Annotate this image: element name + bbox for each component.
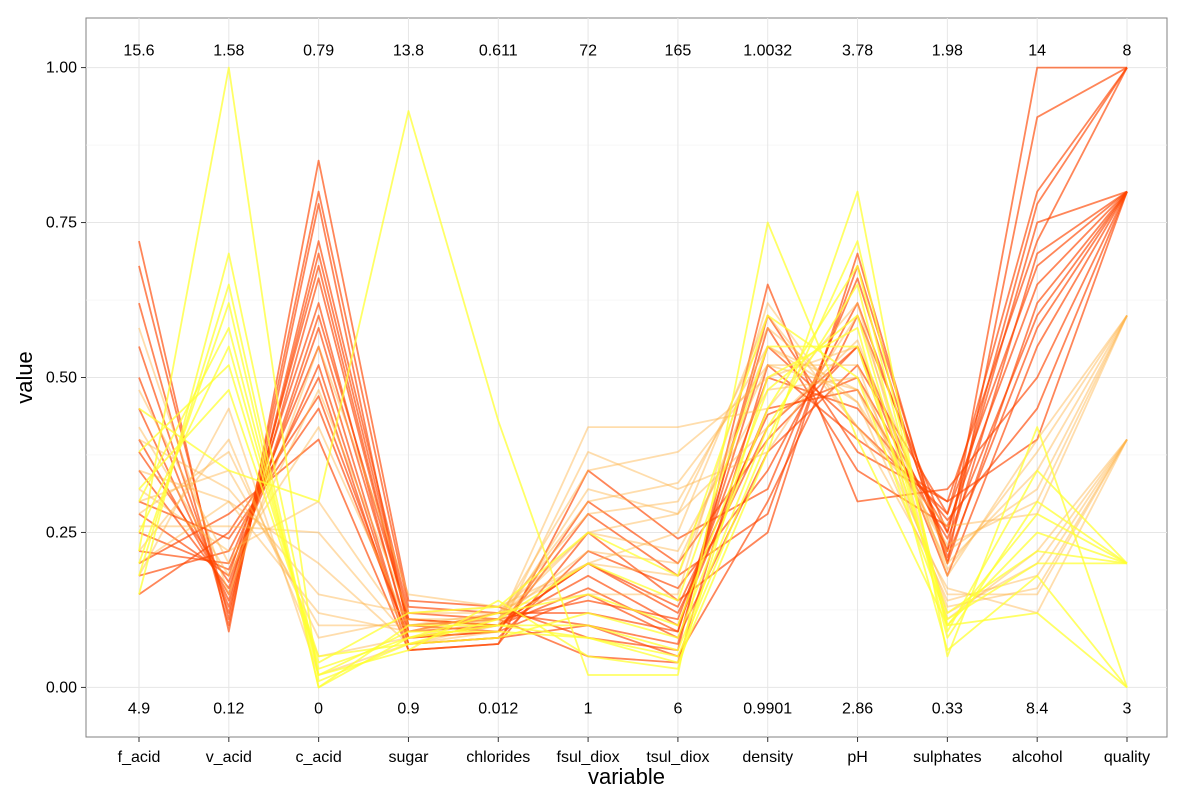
min-value-label: 0.012: [478, 700, 518, 717]
y-tick-label: 0.50: [46, 370, 77, 387]
min-value-label: 0.9901: [743, 700, 792, 717]
series-line: [138, 314, 1127, 664]
series-line: [138, 191, 1128, 639]
max-value-label: 72: [579, 43, 597, 60]
series-line: [138, 110, 1128, 689]
x-tick-label: fsul_diox: [557, 749, 620, 766]
max-value-label: 8: [1123, 43, 1132, 60]
max-value-label: 0.611: [479, 43, 518, 60]
min-value-label: 0.12: [213, 700, 244, 717]
series-line: [138, 67, 1128, 664]
x-tick-label: sulphates: [913, 749, 982, 766]
x-tick-label: pH: [847, 749, 867, 766]
x-tick-label: c_acid: [296, 749, 342, 766]
x-tick-label: tsul_diox: [646, 749, 709, 766]
max-value-label: 1.58: [213, 43, 244, 60]
max-value-label: 1.0032: [743, 43, 792, 60]
series-line: [138, 66, 1128, 683]
series-line: [139, 315, 1128, 639]
x-tick-label: f_acid: [118, 749, 161, 766]
series-line: [138, 190, 1128, 645]
series-line: [138, 326, 1128, 633]
series-lines: [138, 66, 1128, 689]
max-value-label: 3.78: [842, 43, 873, 60]
x-tick-label: alcohol: [1012, 749, 1063, 766]
min-value-label: 1: [584, 700, 593, 717]
series-line: [138, 240, 1128, 676]
series-line: [138, 315, 1128, 614]
min-value-label: 3: [1123, 700, 1132, 717]
x-tick-label: density: [742, 749, 793, 766]
series-line: [138, 314, 1128, 645]
series-line: [138, 302, 1128, 608]
x-tick-label: sugar: [388, 749, 429, 766]
min-value-label: 8.4: [1026, 700, 1048, 717]
series-line: [138, 190, 1128, 633]
axes: 0.00 0.25 0.50 0.75 1.00 f_acid v_acid c_acid su…: [46, 60, 1150, 766]
min-value-label: 0.33: [932, 700, 963, 717]
series-line: [138, 345, 1128, 627]
min-value-label: 2.86: [842, 700, 873, 717]
max-value-label: 0.79: [303, 43, 334, 60]
series-line: [138, 315, 1128, 633]
series-line: [138, 190, 1128, 689]
max-value-label: 14: [1028, 43, 1046, 60]
max-value-label: 13.8: [393, 43, 424, 60]
y-tick-label: 1.00: [46, 60, 77, 77]
x-tick-label: quality: [1104, 749, 1150, 766]
y-tick-label: 0.00: [46, 679, 77, 696]
y-tick-label: 0.75: [46, 215, 77, 232]
series-line: [138, 66, 1128, 652]
series-line: [138, 190, 1128, 633]
x-axis-title: variable: [588, 764, 665, 789]
min-value-label: 4.9: [128, 700, 150, 717]
y-axis-title: value: [12, 351, 37, 404]
max-value-label: 165: [665, 43, 692, 60]
y-tick-label: 0.25: [46, 524, 77, 541]
x-tick-label: chlorides: [466, 749, 530, 766]
max-value-label: 15.6: [123, 43, 154, 60]
grid: [85, 17, 1168, 738]
x-tick-label: v_acid: [206, 749, 252, 766]
min-value-label: 0.9: [397, 700, 419, 717]
series-line: [138, 315, 1128, 627]
max-value-label: 1.98: [932, 43, 963, 60]
min-value-label: 0: [314, 700, 323, 717]
range-labels: 15.6 4.9 1.58 0.12 0.79 0 13.8 0.9 0.611 0.012 72 1…: [123, 43, 1131, 718]
series-line: [138, 191, 1128, 639]
min-value-label: 6: [673, 700, 682, 717]
